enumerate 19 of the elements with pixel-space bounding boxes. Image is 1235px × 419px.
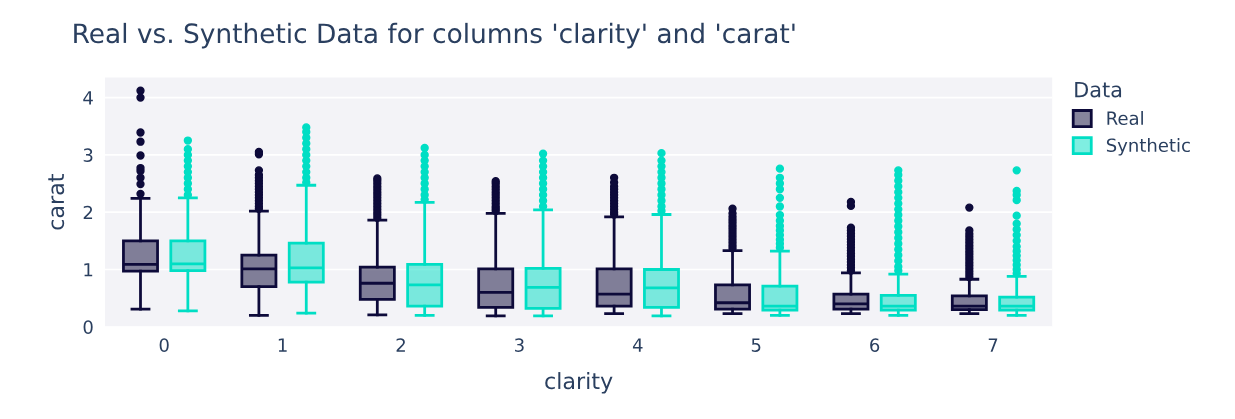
- x-axis-title: clarity: [545, 372, 613, 394]
- x-tick-label: 3: [515, 338, 524, 352]
- x-tick-label: 0: [159, 338, 169, 352]
- legend-label: Real: [1107, 111, 1143, 126]
- y-tick-label: 0: [83, 320, 93, 334]
- chart-title: Real vs. Synthetic Data for columns 'clarity' and 'carat': [74, 22, 795, 49]
- x-tick-label: 6: [870, 338, 880, 352]
- x-tick-label: 5: [751, 338, 761, 352]
- y-tick-label: 1: [84, 263, 93, 277]
- y-tick-label: 2: [83, 205, 93, 220]
- y-tick-label: 3: [83, 148, 93, 162]
- y-tick-label: 4: [83, 91, 93, 105]
- y-axis-title: carat: [48, 174, 65, 230]
- x-tick-label: 1: [278, 338, 287, 352]
- legend-label: Synthetic: [1106, 138, 1190, 156]
- x-tick-label: 7: [988, 338, 998, 352]
- x-tick-label: 2: [396, 338, 405, 352]
- x-tick-label: 4: [632, 338, 643, 352]
- legend-title: Data: [1075, 81, 1122, 98]
